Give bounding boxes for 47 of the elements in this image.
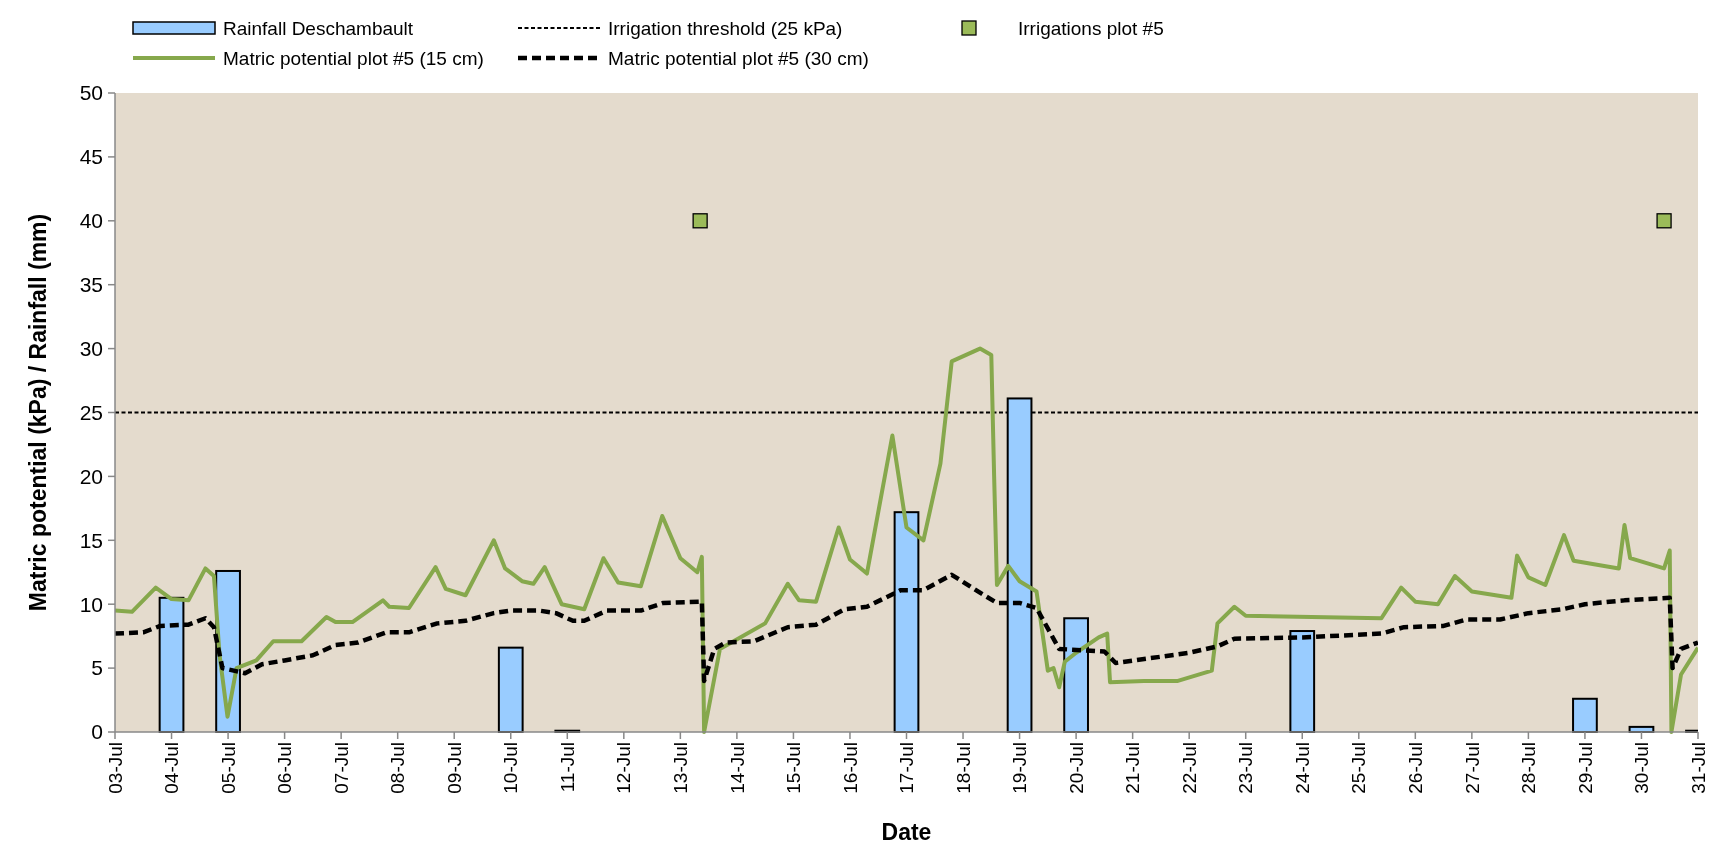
y-tick-label: 10 <box>79 592 103 616</box>
x-tick-label: 23-Jul <box>1235 742 1257 794</box>
x-tick-label: 17-Jul <box>896 742 918 794</box>
legend-label: Irrigations plot #5 <box>1018 17 1164 39</box>
y-tick-label: 5 <box>91 656 103 680</box>
x-tick-label: 27-Jul <box>1461 742 1483 794</box>
x-tick-label: 30-Jul <box>1631 742 1653 794</box>
x-tick-label: 24-Jul <box>1291 742 1313 794</box>
x-tick-label: 16-Jul <box>839 742 861 794</box>
x-tick-label: 31-Jul <box>1687 742 1709 794</box>
x-tick-label: 10-Jul <box>500 742 522 794</box>
x-tick-label: 03-Jul <box>104 742 126 794</box>
y-tick-label: 45 <box>79 145 103 169</box>
x-tick-label: 26-Jul <box>1404 742 1426 794</box>
x-tick-label: 20-Jul <box>1065 742 1087 794</box>
y-tick-label: 25 <box>79 400 103 424</box>
legend-label: Matric potential plot #5 (30 cm) <box>608 47 869 69</box>
x-axis-title: Date <box>881 819 932 845</box>
legend-label: Irrigation threshold (25 kPa) <box>608 17 843 39</box>
x-tick-label: 19-Jul <box>1009 742 1031 794</box>
y-tick-label: 20 <box>79 464 103 488</box>
x-tick-label: 12-Jul <box>613 742 635 794</box>
x-tick-label: 14-Jul <box>726 742 748 794</box>
x-tick-label: 11-Jul <box>556 742 578 793</box>
y-tick-label: 15 <box>79 528 103 552</box>
x-tick-label: 29-Jul <box>1574 742 1596 794</box>
y-tick-label: 30 <box>79 336 103 360</box>
y-axis-title: Matric potential (kPa) / Rainfall (mm) <box>25 213 52 612</box>
x-tick-label: 06-Jul <box>274 742 296 794</box>
legend-label: Matric potential plot #5 (15 cm) <box>223 47 484 69</box>
x-tick-label: 21-Jul <box>1122 742 1144 794</box>
x-tick-label: 09-Jul <box>443 742 465 794</box>
x-tick-label: 25-Jul <box>1348 742 1370 794</box>
x-tick-label: 07-Jul <box>330 742 352 794</box>
x-tick-label: 18-Jul <box>952 742 974 794</box>
legend-label: Rainfall Deschambault <box>223 17 414 39</box>
x-tick-label: 15-Jul <box>783 742 805 794</box>
x-tick-label: 08-Jul <box>387 742 409 794</box>
y-tick-label: 35 <box>79 273 103 297</box>
x-tick-label: 22-Jul <box>1178 742 1200 794</box>
y-tick-label: 40 <box>79 209 103 233</box>
x-tick-label: 28-Jul <box>1518 742 1540 794</box>
x-tick-label: 13-Jul <box>670 742 692 794</box>
x-tick-label: 04-Jul <box>161 742 183 794</box>
y-tick-label: 0 <box>91 720 103 744</box>
x-tick-label: 05-Jul <box>217 742 239 794</box>
y-tick-label: 50 <box>79 81 103 105</box>
